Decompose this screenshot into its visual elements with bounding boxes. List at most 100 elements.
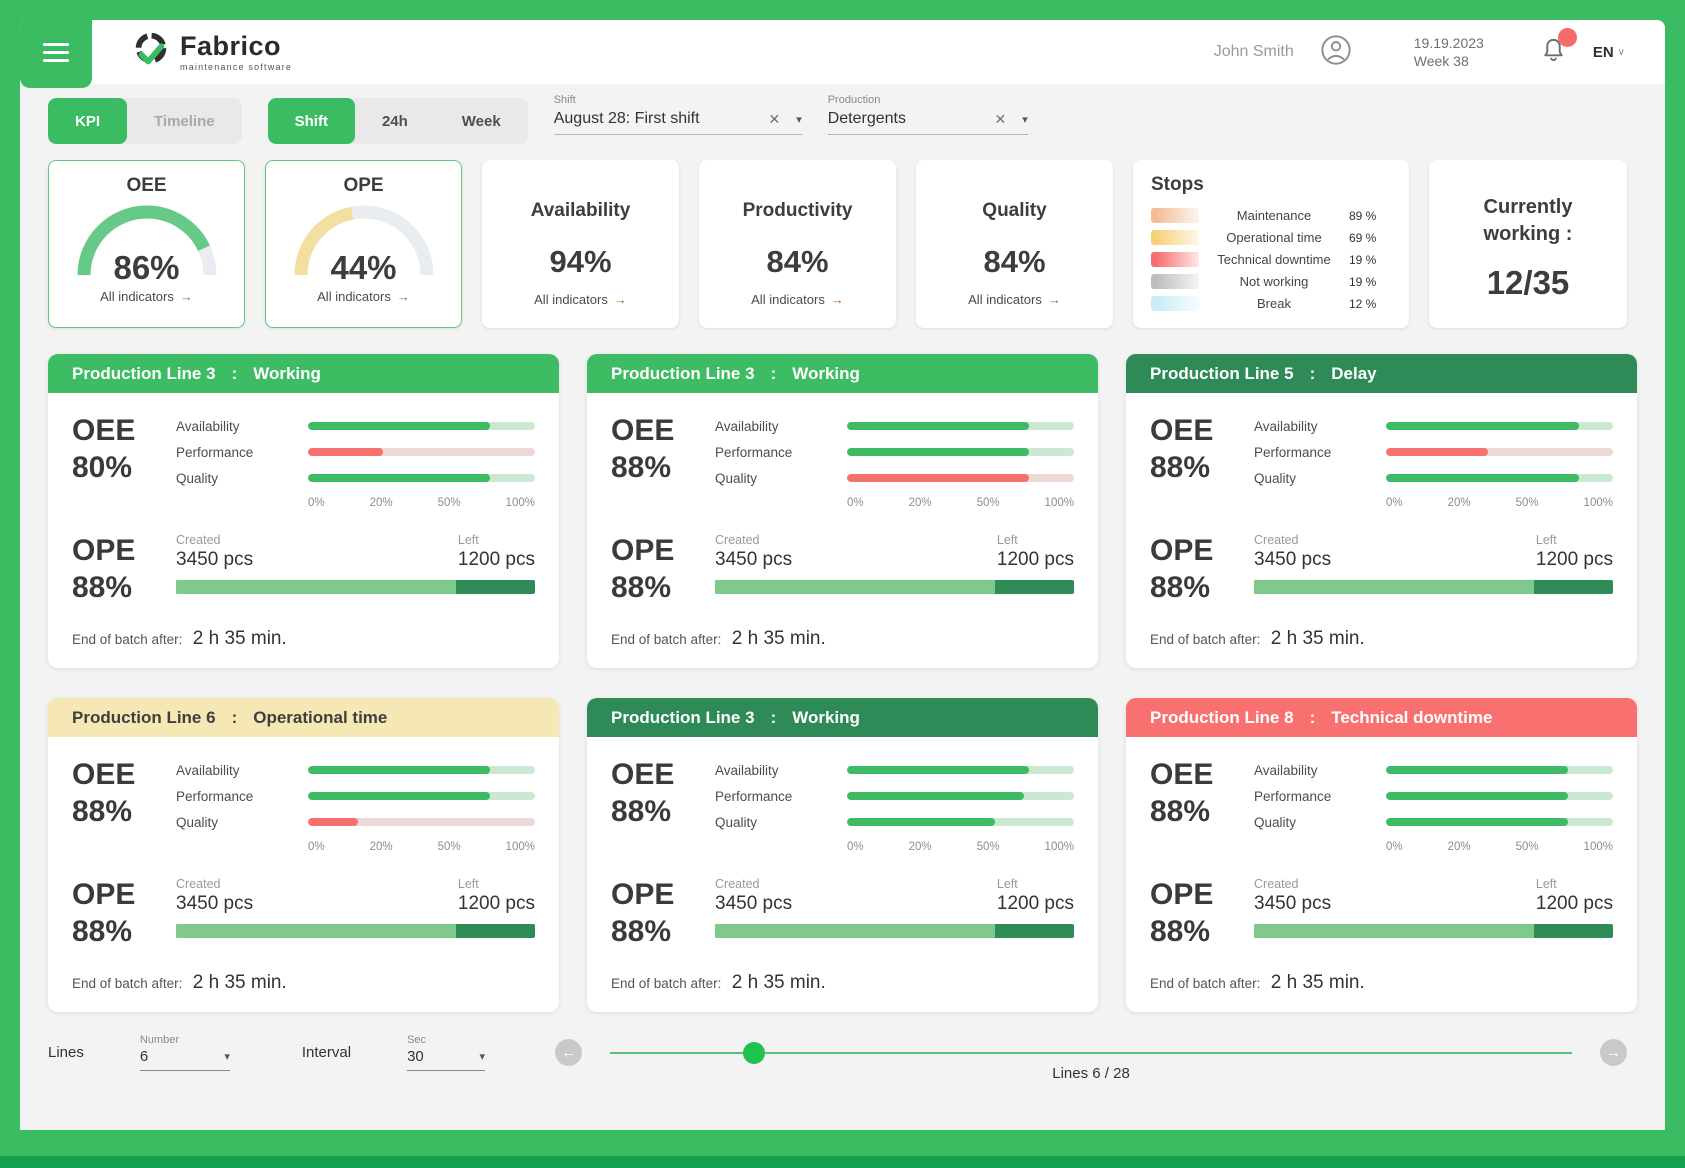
all-indicators-link[interactable]: All indicators →	[317, 289, 410, 304]
all-indicators-link[interactable]: All indicators →	[100, 289, 193, 304]
header-colon: :	[1309, 363, 1316, 383]
lines-slider[interactable]	[610, 1041, 1572, 1064]
quality-bar	[1386, 474, 1613, 482]
production-line-card: Production Line 3 : Working OEE 88% Avai…	[587, 354, 1098, 669]
lines-number-select: Number 6 ▾	[139, 1034, 230, 1072]
ope-label: OPE	[611, 878, 675, 912]
range-toggle: Shift 24h Week	[267, 98, 528, 144]
all-indicators-link[interactable]: All indicators →	[751, 292, 844, 307]
top-bar: Fabrico maintenance software John Smith …	[20, 20, 1665, 88]
batch-progress-bar	[1254, 924, 1613, 939]
created-block: Created 3450 pcs	[176, 533, 253, 571]
interval-sec-control[interactable]: 30 ▾	[407, 1048, 486, 1072]
tab-timeline[interactable]: Timeline	[127, 98, 242, 144]
left-label: Left	[996, 533, 1018, 547]
production-select-control[interactable]: Detergents ✕ ▾	[827, 110, 1028, 135]
availability-bar	[308, 766, 535, 775]
oee-metric: OEE 88%	[611, 413, 715, 509]
stops-title: Stops	[1151, 174, 1204, 195]
indicator-bars: Availability Performance Quality	[715, 413, 1074, 509]
production-line-name: Production Line 6	[72, 707, 216, 727]
batch-progress-bar	[1254, 580, 1613, 594]
end-of-batch: End of batch after: 2 h 35 min.	[611, 628, 1074, 650]
tab-week[interactable]: Week	[435, 98, 528, 144]
left-value: 1200 pcs	[457, 549, 535, 570]
logo: Fabrico maintenance software	[130, 29, 292, 76]
oee-label: OEE	[72, 414, 136, 447]
axis-tick: 100%	[505, 841, 535, 854]
header-colon: :	[770, 363, 777, 383]
lines-number-control[interactable]: 6 ▾	[139, 1048, 230, 1072]
kpi-title: Quality	[982, 200, 1047, 221]
shift-select-value: August 28: First shift	[553, 110, 700, 127]
number-label: Number	[139, 1034, 179, 1047]
interval-label: Interval	[301, 1044, 352, 1062]
production-cards-grid: Production Line 3 : Working OEE 80% Avai…	[48, 354, 1637, 1013]
oee-gauge: 86%	[72, 203, 222, 286]
production-line-status: Technical downtime	[1331, 707, 1493, 727]
oee-label: OEE	[72, 758, 136, 792]
prev-page-button[interactable]: ←	[555, 1039, 583, 1067]
created-value: 3450 pcs	[176, 893, 254, 915]
caret-down-icon[interactable]: ▾	[796, 113, 802, 126]
axis-tick: 0%	[308, 841, 325, 854]
end-of-batch: End of batch after: 2 h 35 min.	[1150, 972, 1613, 994]
date: 19.19.2023	[1413, 34, 1484, 51]
ope-label: OPE	[1150, 534, 1214, 567]
tab-24h[interactable]: 24h	[355, 98, 435, 144]
production-line-card: Production Line 6 : Operational time OEE…	[48, 698, 559, 1013]
language-selector[interactable]: EN ∨	[1593, 44, 1625, 61]
created-block: Created 3450 pcs	[1254, 877, 1331, 915]
availability-label: Availability	[715, 762, 779, 778]
ope-label: OPE	[72, 878, 136, 912]
performance-bar	[308, 792, 535, 801]
kpi-value: 94%	[549, 244, 612, 279]
performance-bar	[847, 448, 1074, 456]
end-of-batch-value: 2 h 35 min.	[1270, 972, 1365, 994]
stops-legend: Maintenance 89 % Operational time 69 % T…	[1151, 208, 1391, 311]
productivity-kpi-card: Productivity 84% All indicators →	[699, 160, 896, 328]
end-of-batch-label: End of batch after:	[72, 632, 183, 648]
caret-down-icon[interactable]: ▾	[1022, 113, 1028, 126]
stops-legend-row: Not working 19 %	[1151, 274, 1391, 289]
shift-select-control[interactable]: August 28: First shift ✕ ▾	[553, 110, 802, 135]
hamburger-menu-button[interactable]	[20, 20, 92, 88]
bell-icon	[1544, 38, 1563, 62]
performance-bar	[847, 792, 1074, 801]
batch-progress-bar	[715, 924, 1074, 939]
kpi-value: 86%	[113, 249, 180, 286]
user-name: John Smith	[1213, 43, 1294, 60]
tab-shift[interactable]: Shift	[267, 98, 355, 144]
created-block: Created 3450 pcs	[176, 877, 253, 915]
quality-bar	[847, 474, 1074, 482]
axis-tick: 0%	[847, 497, 864, 509]
clear-icon[interactable]: ✕	[994, 110, 1007, 127]
axis-tick: 50%	[437, 841, 461, 854]
availability-bar	[308, 422, 535, 430]
all-indicators-link[interactable]: All indicators →	[534, 292, 627, 307]
header-colon: :	[1309, 707, 1316, 727]
availability-kpi-card: Availability 94% All indicators →	[482, 160, 679, 328]
view-toggle: KPI Timeline	[48, 98, 242, 144]
bars-axis: 0% 20% 50% 100%	[308, 841, 535, 853]
currently-working-card: Currently working : 12/35	[1429, 160, 1627, 328]
stops-legend-row: Technical downtime 19 %	[1151, 252, 1391, 267]
slider-thumb[interactable]	[743, 1041, 766, 1064]
week: Week 38	[1413, 53, 1469, 69]
clear-icon[interactable]: ✕	[768, 110, 781, 127]
ope-value: 88%	[72, 914, 133, 948]
interval-sec-select: Sec 30 ▾	[407, 1034, 486, 1072]
avatar[interactable]	[1320, 34, 1352, 71]
production-card-header: Production Line 8 : Technical downtime	[1126, 698, 1637, 738]
oee-metric: OEE 88%	[1150, 757, 1254, 853]
production-line-status: Delay	[1331, 363, 1377, 383]
tab-kpi[interactable]: KPI	[48, 98, 128, 144]
all-indicators-link[interactable]: All indicators →	[968, 292, 1061, 307]
notifications-button[interactable]	[1540, 28, 1577, 68]
performance-label: Performance	[1254, 444, 1332, 460]
bars-axis: 0% 20% 50% 100%	[1386, 841, 1613, 853]
end-of-batch-label: End of batch after:	[72, 976, 183, 992]
kpi-title: Productivity	[742, 200, 853, 221]
arrow-right-icon: →	[1047, 292, 1061, 307]
next-page-button[interactable]: →	[1600, 1039, 1627, 1067]
